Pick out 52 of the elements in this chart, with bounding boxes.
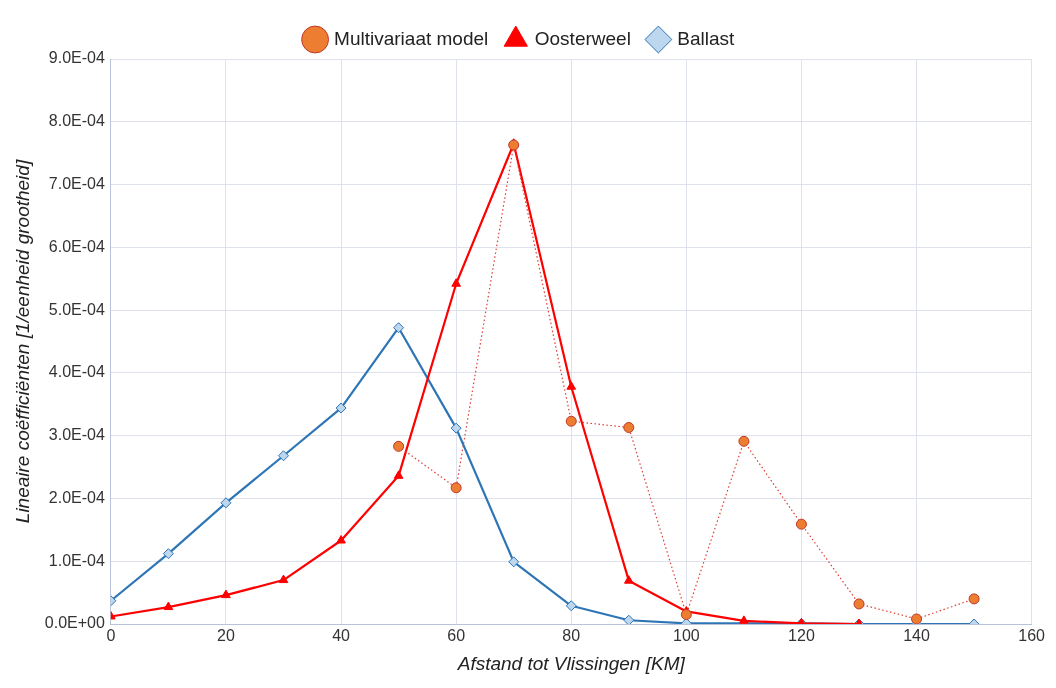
- point: [162, 548, 174, 560]
- point: [795, 518, 807, 530]
- y-tick-label: 2.0E-04: [48, 488, 105, 506]
- y-tick-label: 5.0E-04: [48, 300, 105, 318]
- x-tick-label: 120: [788, 627, 815, 645]
- point: [623, 575, 634, 584]
- point: [565, 415, 577, 427]
- y-tick-label: 8.0E-04: [48, 112, 105, 130]
- x-tick-label: 160: [1018, 627, 1046, 645]
- legend-label: Multivariaat model: [334, 27, 489, 49]
- point: [221, 589, 231, 599]
- y-tick-label: 1.0E-04: [48, 551, 105, 569]
- x-tick-label: 20: [217, 627, 235, 645]
- point: [566, 381, 577, 390]
- point: [393, 322, 405, 334]
- x-tick-label: 140: [903, 627, 930, 645]
- point: [968, 593, 980, 605]
- point: [911, 613, 923, 624]
- point: [278, 450, 289, 462]
- point: [220, 497, 232, 509]
- x-axis-title: Afstand tot Vlissingen [KM]: [456, 652, 686, 674]
- y-tick-label: 9.0E-04: [48, 49, 105, 67]
- y-tick-label: 6.0E-04: [48, 237, 105, 255]
- y-axis-title: Lineaire coëfficiënten [1/eenheid grootheid]: [11, 159, 33, 524]
- point: [508, 556, 520, 568]
- point: [508, 139, 520, 151]
- legend-label: Ballast: [677, 27, 736, 49]
- point: [565, 600, 577, 612]
- point: [738, 435, 750, 447]
- point: [853, 598, 865, 610]
- point: [278, 574, 289, 584]
- point: [623, 422, 635, 434]
- legend-label: Oosterweel: [534, 27, 631, 49]
- x-tick-label: 40: [332, 627, 351, 645]
- y-tick-label: 0.0E+00: [44, 614, 105, 632]
- point: [393, 470, 404, 479]
- point: [680, 609, 692, 621]
- point: [623, 614, 635, 624]
- point: [336, 535, 346, 544]
- y-tick-label: 4.0E-04: [48, 363, 105, 381]
- x-tick-label: 100: [673, 627, 700, 645]
- x-tick-label: 60: [447, 627, 466, 645]
- x-tick-label: 0: [106, 627, 116, 645]
- point: [451, 278, 461, 287]
- y-tick-label: 3.0E-04: [48, 426, 105, 444]
- point: [335, 402, 347, 414]
- y-tick-label: 7.0E-04: [48, 174, 105, 192]
- point: [393, 440, 405, 452]
- point: [450, 422, 462, 434]
- x-tick-label: 80: [562, 627, 581, 645]
- point: [450, 482, 462, 494]
- point: [163, 601, 174, 611]
